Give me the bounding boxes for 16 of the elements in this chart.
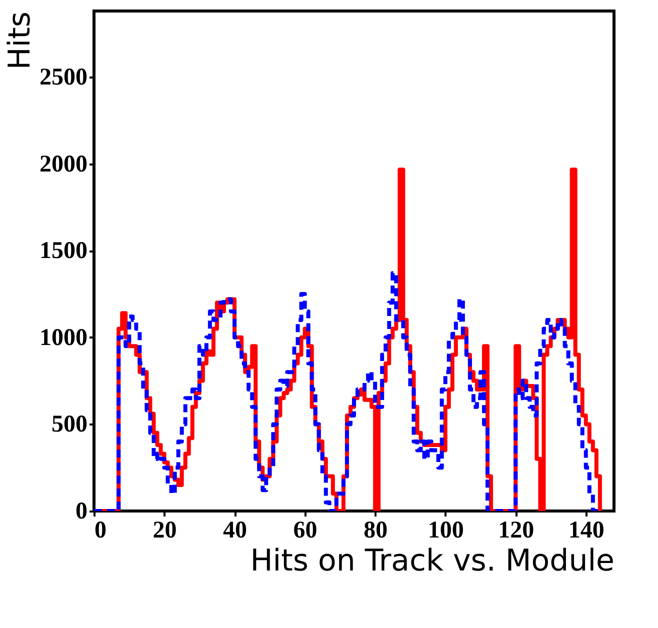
x-tick-label: 80 [364,518,388,544]
x-tick-label: 140 [568,518,604,544]
y-tick-label: 500 [52,412,88,438]
x-tick-label: 60 [293,518,318,544]
y-tick-label: 1000 [40,324,88,351]
x-tick-label: 0 [94,518,106,544]
x-tick-label: 40 [223,518,248,544]
x-tick-label: 120 [498,518,534,544]
y-tick-label: 1500 [40,238,88,264]
x-axis-title: Hits on Track vs. Module [250,544,614,578]
y-tick-label: 2000 [40,151,88,178]
y-tick-label: 0 [76,498,88,524]
y-tick-label: 2500 [40,64,88,90]
x-tick-label: 100 [428,518,464,544]
y-axis-title: Hits [2,12,38,70]
x-tick-label: 20 [152,518,177,544]
